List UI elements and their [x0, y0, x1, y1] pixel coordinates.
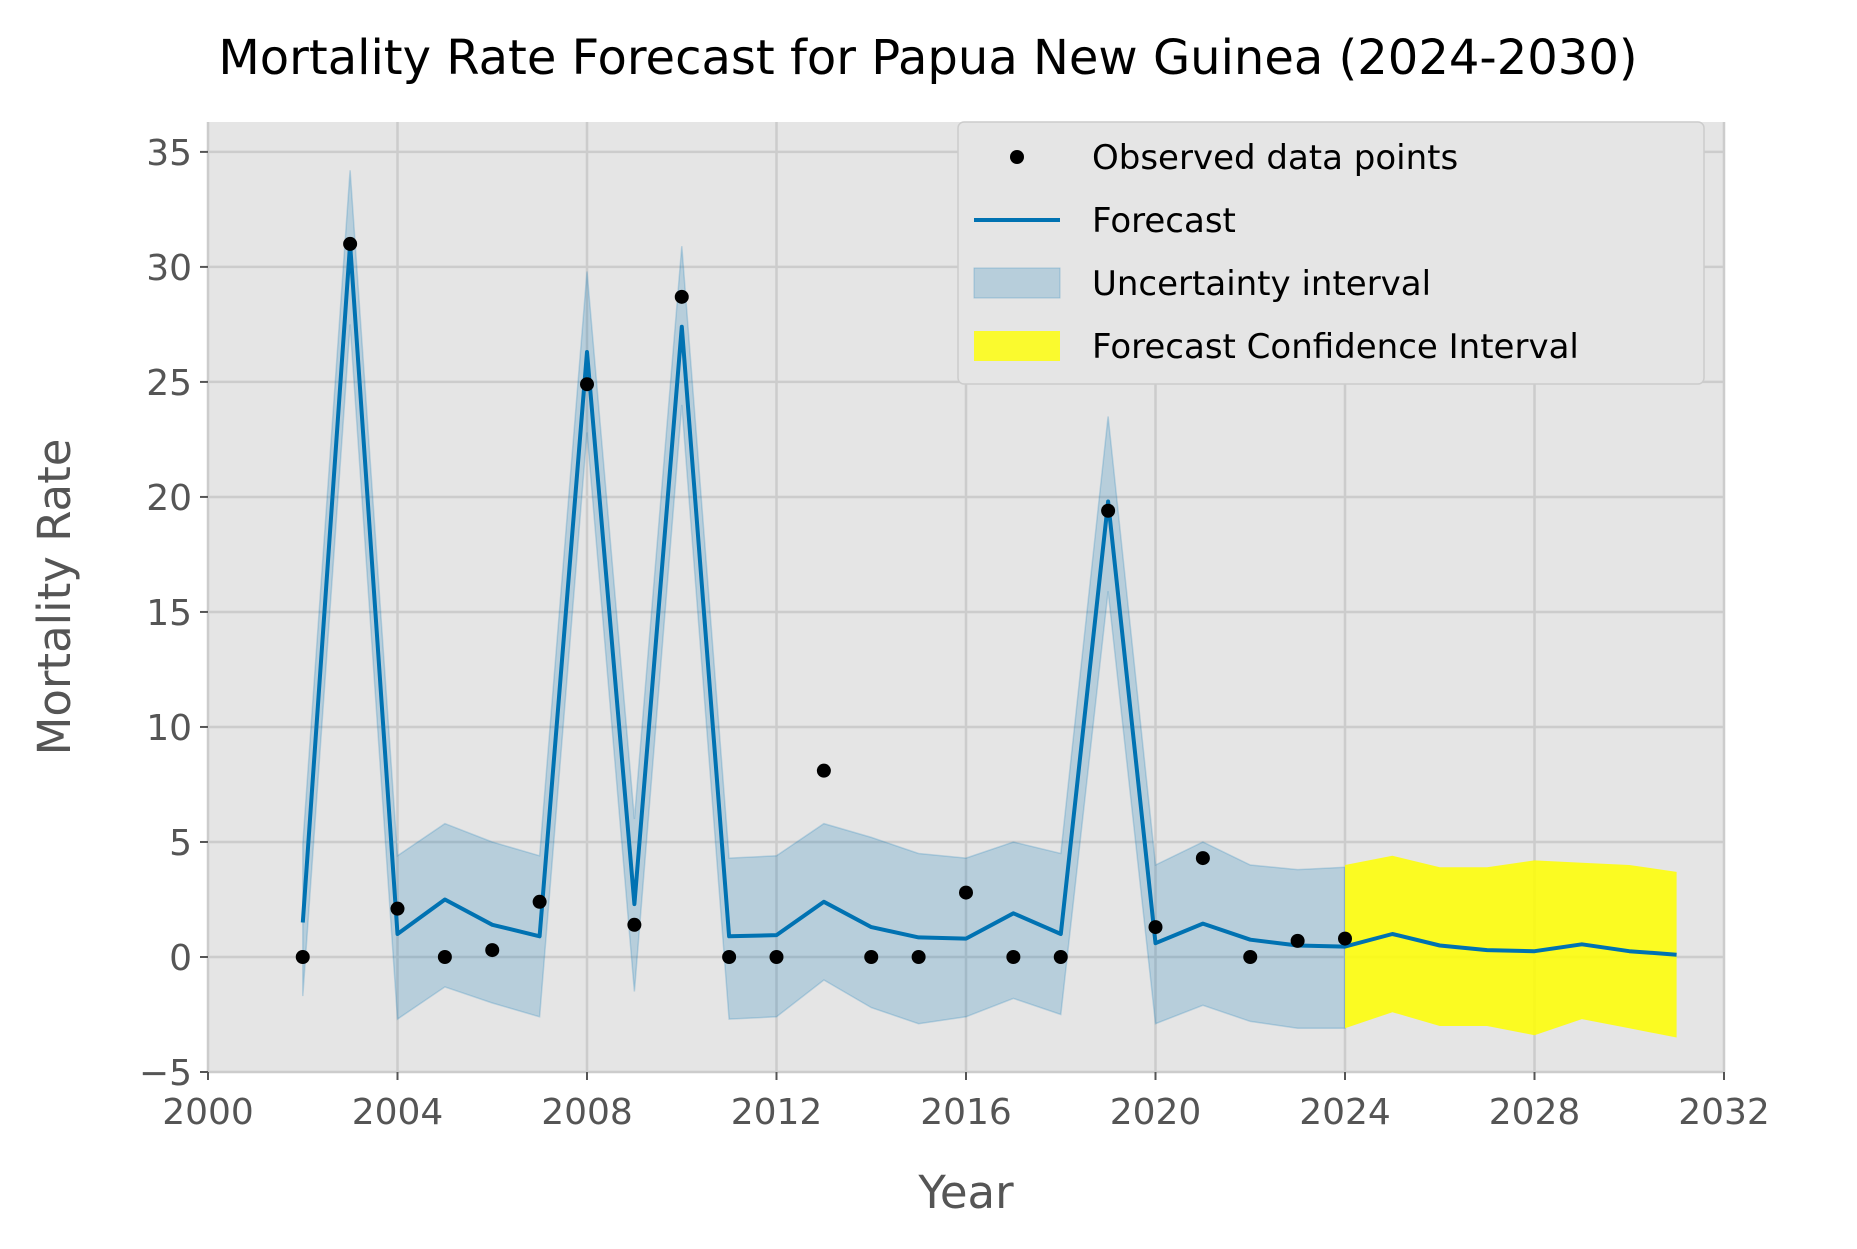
observed-point	[1148, 920, 1163, 935]
observed-point	[816, 763, 831, 778]
x-tick-label: 2008	[541, 1092, 633, 1133]
observed-point	[532, 894, 547, 909]
y-tick-label: 10	[146, 708, 192, 749]
forecast-series	[300, 241, 1677, 957]
observed-point	[485, 943, 500, 958]
observed-series	[295, 236, 1352, 964]
x-tick-label: 2000	[162, 1092, 254, 1133]
legend-observed-label: Observed data points	[1092, 138, 1458, 178]
x-axis-label: Year	[917, 1166, 1014, 1219]
x-axis-ticks: 2000 2004 2008 2012 2016 2020 2024 2028 2032	[162, 1072, 1770, 1133]
observed-point	[1290, 933, 1305, 948]
x-tick-label: 2012	[731, 1092, 823, 1133]
y-tick-label: 20	[146, 478, 192, 519]
observed-point	[674, 289, 689, 304]
observed-point	[1006, 949, 1021, 964]
y-tick-label: 5	[169, 823, 192, 864]
legend: Observed data points Forecast Uncertaint…	[957, 121, 1705, 385]
y-tick-label: 25	[146, 363, 192, 404]
legend-forecast-label: Forecast	[1092, 201, 1236, 241]
legend-box	[957, 121, 1705, 385]
observed-point	[722, 949, 737, 964]
observed-point	[864, 949, 879, 964]
observed-point	[1053, 949, 1068, 964]
legend-confidence-swatch	[974, 331, 1060, 361]
observed-point	[911, 949, 926, 964]
x-tick-label: 2024	[1299, 1092, 1391, 1133]
observed-point	[627, 917, 642, 932]
observed-point	[580, 377, 594, 392]
observed-point	[769, 949, 784, 964]
legend-uncertainty-label: Uncertainty interval	[1092, 264, 1431, 304]
y-axis-label: Mortality Rate	[28, 439, 81, 756]
observed-point	[390, 901, 405, 916]
legend-observed-marker	[1010, 150, 1024, 164]
confidence-area	[1345, 855, 1677, 1038]
confidence-band	[1345, 855, 1677, 1038]
x-tick-label: 2032	[1678, 1092, 1770, 1133]
x-tick-label: 2004	[352, 1092, 444, 1133]
observed-point	[1243, 949, 1258, 964]
y-axis-ticks: −5 0 5 10 15 20 25 30 35	[139, 133, 208, 1094]
observed-point	[437, 949, 452, 964]
y-tick-label: 35	[146, 133, 192, 174]
forecast-line	[300, 241, 1677, 957]
observed-point	[1101, 503, 1116, 518]
y-tick-label: −5	[139, 1053, 192, 1094]
x-tick-label: 2016	[920, 1092, 1012, 1133]
observed-point	[343, 236, 358, 251]
legend-confidence-label: Forecast Confidence Interval	[1092, 327, 1579, 367]
y-tick-label: 0	[169, 938, 192, 979]
observed-point	[959, 885, 973, 900]
legend-uncertainty-swatch	[973, 267, 1061, 299]
observed-point	[1195, 851, 1210, 866]
chart-title: Mortality Rate Forecast for Papua New Gu…	[218, 30, 1637, 86]
x-tick-label: 2028	[1489, 1092, 1581, 1133]
x-tick-label: 2020	[1110, 1092, 1202, 1133]
y-tick-label: 15	[146, 593, 192, 634]
y-tick-label: 30	[146, 248, 192, 289]
observed-point	[1338, 931, 1352, 946]
observed-point	[295, 949, 310, 964]
